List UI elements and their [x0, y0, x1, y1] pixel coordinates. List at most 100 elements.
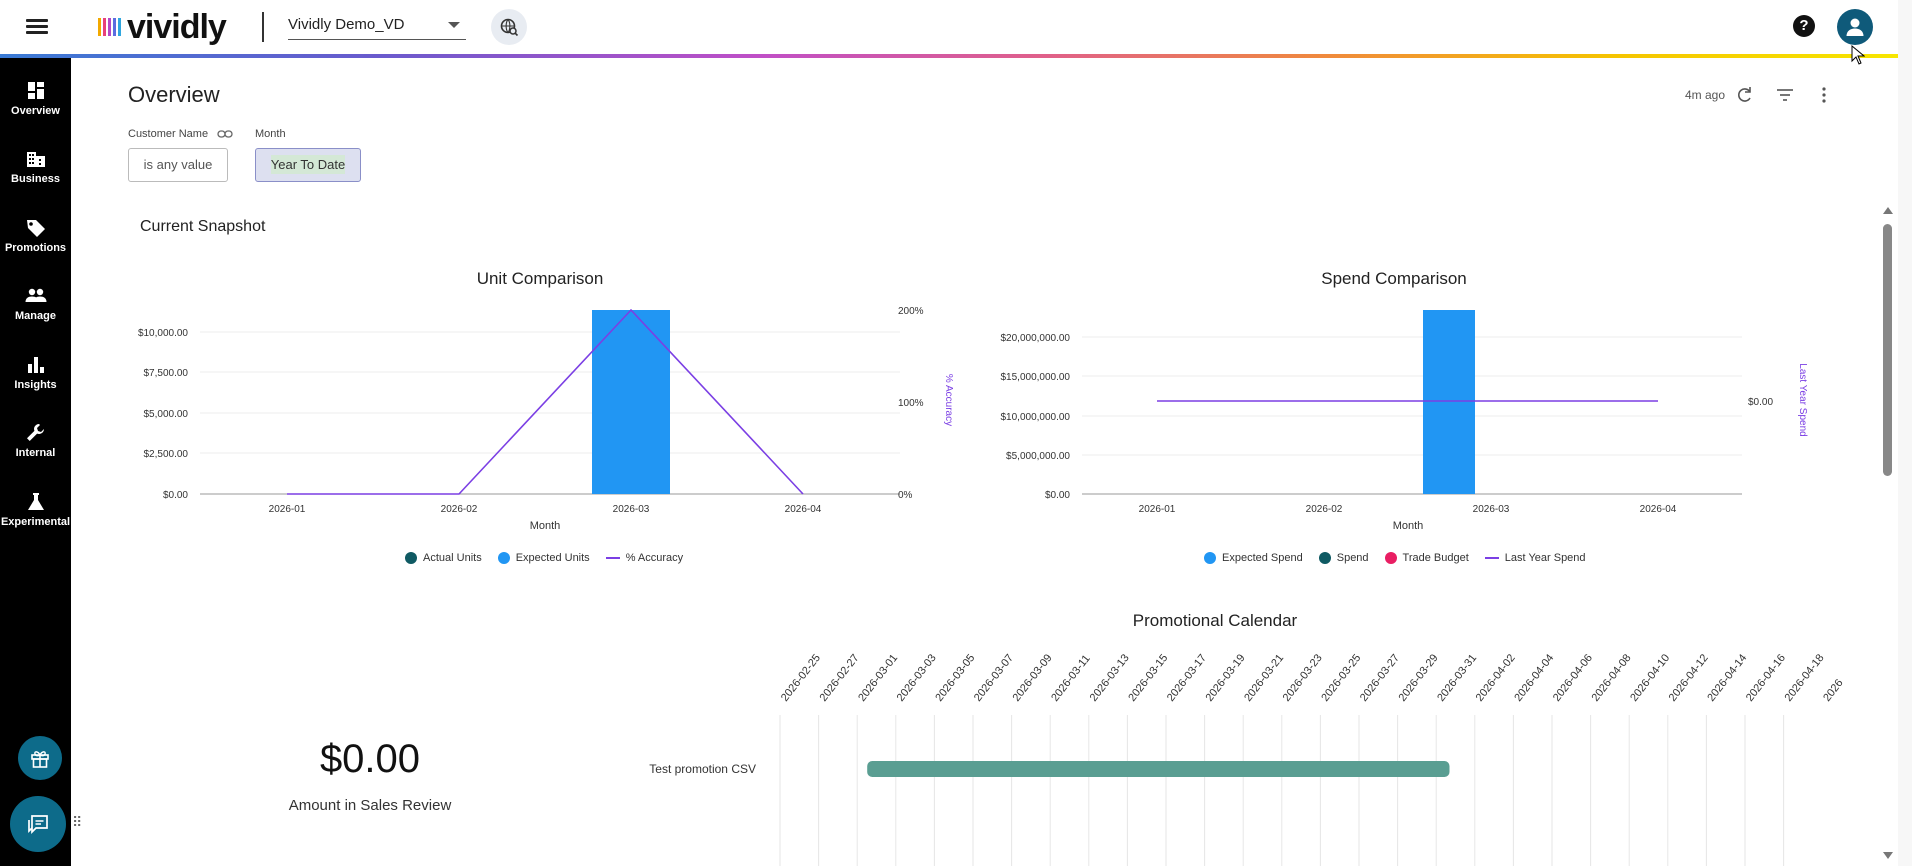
legend-item-expected-spend[interactable]: Expected Spend: [1204, 552, 1303, 564]
last-updated-text: 4m ago: [1685, 88, 1726, 102]
legend-item-last-year-spend[interactable]: Last Year Spend: [1484, 552, 1586, 564]
filter-label-customer: Customer Name: [128, 128, 233, 140]
kpi-label: Amount in Sales Review: [288, 797, 452, 814]
legend-swatch: [1318, 552, 1331, 564]
chat-button[interactable]: [10, 796, 66, 852]
calendar-date-label: 2026-04-04: [1512, 652, 1556, 704]
page-scrollbar[interactable]: [1898, 0, 1912, 866]
calendar-date-label: 2026-03-01: [856, 652, 900, 704]
legend-label: Expected Units: [515, 552, 590, 564]
legend-item-expected-units[interactable]: Expected Units: [497, 552, 590, 564]
sidebar-item-label: Experimental: [0, 516, 71, 528]
promotion-row-label: Test promotion CSV: [649, 762, 756, 776]
sidebar-item-experimental[interactable]: Experimental: [0, 487, 71, 543]
global-search-button[interactable]: [491, 9, 527, 45]
legend-swatch: [1384, 552, 1397, 564]
y-tick-label: $0.00: [163, 490, 188, 501]
filter-label-text: Customer Name: [128, 128, 209, 140]
mouse-cursor-icon: [1851, 45, 1865, 65]
person-icon: [1846, 18, 1864, 36]
x-tick-label: 2026-01: [1139, 504, 1176, 515]
calendar-date-label: 2026-04-02: [1474, 652, 1518, 704]
y2-axis-label: Last Year Spend: [1797, 363, 1808, 436]
filter-icon: [1777, 89, 1793, 101]
scroll-up-arrow[interactable]: [1883, 207, 1893, 214]
y-tick-label: $5,000.00: [144, 409, 189, 420]
refresh-button[interactable]: [1734, 84, 1756, 106]
sidebar-item-label: Promotions: [4, 242, 67, 254]
building-icon: [26, 152, 45, 167]
x-tick-label: 2026-03: [1473, 504, 1510, 515]
legend-swatch: [1204, 552, 1216, 564]
legend-label: Last Year Spend: [1504, 552, 1586, 564]
drag-handle-icon[interactable]: ⠿: [72, 814, 84, 830]
logo-mark: [98, 18, 121, 36]
line--accuracy[interactable]: [287, 308, 804, 495]
y-tick-label: $10,000.00: [138, 328, 188, 339]
bar-expected-units[interactable]: [592, 310, 670, 494]
sidebar-item-label: Insights: [14, 379, 57, 391]
chat-icon: [28, 815, 48, 835]
calendar-date-label: 2026-04-06: [1551, 652, 1595, 704]
menu-icon[interactable]: [24, 16, 50, 38]
sidebar-item-insights[interactable]: Insights: [0, 350, 71, 406]
filter-button[interactable]: [1774, 84, 1796, 106]
legend-label: Actual Units: [423, 552, 482, 564]
help-icon[interactable]: ?: [1793, 15, 1815, 37]
account-select[interactable]: Vividly Demo_VD: [288, 12, 466, 40]
legend-item-trade-budget[interactable]: Trade Budget: [1384, 552, 1469, 564]
sidebar-item-label: Manage: [15, 310, 56, 322]
calendar-date-label: 2026-03-23: [1281, 652, 1325, 704]
calendar-date-label: 2026-03-13: [1088, 652, 1132, 704]
sidebar-item-label: Internal: [15, 447, 56, 459]
promotion-bar[interactable]: [867, 761, 1450, 777]
legend-label: Trade Budget: [1402, 552, 1469, 564]
gift-button[interactable]: [18, 736, 62, 780]
calendar-date-label: 2026-04-10: [1628, 652, 1672, 704]
chevron-down-icon: [448, 22, 460, 28]
calendar-date-label: 2026-03-05: [933, 652, 977, 704]
y-tick-label: $2,500.00: [144, 449, 189, 460]
sidebar-item-business[interactable]: Business: [0, 144, 71, 200]
calendar-date-label: 2026-03-15: [1126, 652, 1170, 704]
calendar-date-label: 2026: [1821, 677, 1846, 704]
sidebar-item-internal[interactable]: Internal: [0, 418, 71, 474]
spend-comparison-chart: $0.00 $5,000,000.00 $10,000,000.00 $15,000,…: [1000, 310, 1808, 532]
month-filter[interactable]: Year To Date: [255, 148, 361, 182]
sidebar: Overview Business Promotions Manage Insi…: [0, 58, 71, 866]
x-axis-label: Month: [1393, 520, 1424, 532]
tag-icon: [26, 220, 45, 237]
calendar-date-label: 2026-04-18: [1783, 652, 1827, 704]
filter-label-month: Month: [255, 128, 286, 140]
chart-title-spend: Spend Comparison: [1321, 269, 1467, 288]
legend-item-accuracy[interactable]: % Accuracy: [605, 552, 683, 564]
chart-title-unit: Unit Comparison: [476, 269, 604, 288]
calendar-date-label: 2026-03-29: [1397, 652, 1441, 704]
unit-comparison-chart: $0.00 $2,500.00 $5,000.00 $7,500.00 $10,000.…: [138, 306, 954, 532]
scrollbar-thumb[interactable]: [1883, 224, 1892, 476]
legend-swatch: [605, 557, 620, 559]
calendar-date-label: 2026-03-31: [1435, 652, 1479, 704]
user-avatar[interactable]: [1837, 9, 1873, 45]
sidebar-item-overview[interactable]: Overview: [0, 76, 71, 132]
link-icon: [217, 130, 233, 138]
bar-expected-spend[interactable]: [1423, 310, 1475, 494]
scroll-down-arrow[interactable]: [1883, 852, 1893, 859]
section-title: Current Snapshot: [140, 218, 266, 235]
calendar-date-label: 2026-03-09: [1011, 652, 1055, 704]
legend-item-actual-units[interactable]: Actual Units: [405, 552, 482, 564]
legend-swatch: [405, 552, 417, 564]
legend-label: Expected Spend: [1222, 552, 1303, 564]
legend-item-spend[interactable]: Spend: [1318, 552, 1369, 564]
customer-name-filter[interactable]: is any value: [128, 148, 228, 182]
legend-label: Spend: [1336, 552, 1369, 564]
calendar-date-label: 2026-03-25: [1319, 652, 1363, 704]
x-axis-label: Month: [530, 520, 561, 532]
calendar-date-label: 2026-03-17: [1165, 652, 1209, 704]
more-options-button[interactable]: [1813, 84, 1835, 106]
account-select-value: Vividly Demo_VD: [288, 16, 405, 33]
sidebar-item-manage[interactable]: Manage: [0, 281, 71, 337]
brand-logo[interactable]: vividly: [98, 8, 227, 46]
sidebar-item-promotions[interactable]: Promotions: [0, 213, 71, 269]
month-filter-value: Year To Date: [270, 155, 346, 174]
